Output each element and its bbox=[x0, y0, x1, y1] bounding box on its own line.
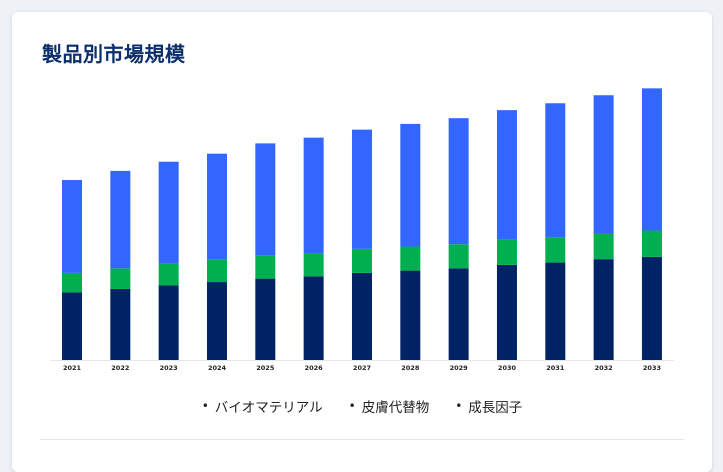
bar-segment-2025-2[interactable] bbox=[255, 143, 276, 256]
legend-item-growth-factor[interactable]: • 成長因子 bbox=[455, 396, 522, 416]
bar-segment-2029-0[interactable] bbox=[448, 268, 469, 360]
bar-segment-2024-0[interactable] bbox=[206, 282, 227, 360]
x-tick-label-2024: 2024 bbox=[208, 364, 227, 372]
bar-segment-2030-2[interactable] bbox=[496, 110, 517, 240]
bar-segment-2027-2[interactable] bbox=[351, 129, 372, 249]
bar-segment-2029-2[interactable] bbox=[448, 118, 469, 245]
bar-segment-2032-2[interactable] bbox=[593, 95, 614, 234]
x-tick-label-2026: 2026 bbox=[305, 364, 324, 372]
legend-item-skin-substitute[interactable]: • 皮膚代替物 bbox=[349, 396, 430, 416]
legend-label-biomaterial: バイオマテリアル bbox=[214, 400, 323, 416]
chart-title: 製品別市場規模 bbox=[42, 42, 186, 66]
bar-segment-2022-2[interactable] bbox=[110, 170, 131, 269]
x-tick-label-2033: 2033 bbox=[643, 364, 661, 372]
bar-segment-2023-2[interactable] bbox=[158, 161, 179, 264]
x-tick-label-2027: 2027 bbox=[353, 364, 371, 372]
bar-segment-2028-1[interactable] bbox=[400, 246, 421, 271]
bar-segment-2024-1[interactable] bbox=[206, 259, 227, 283]
bar-segment-2027-1[interactable] bbox=[351, 248, 372, 273]
bar-segment-2024-2[interactable] bbox=[206, 153, 227, 260]
x-tick-label-2025: 2025 bbox=[256, 364, 275, 372]
bar-segment-2023-0[interactable] bbox=[158, 285, 179, 361]
bar-segment-2031-0[interactable] bbox=[545, 262, 566, 360]
bar-segment-2026-2[interactable] bbox=[303, 137, 324, 254]
x-tick-label-2029: 2029 bbox=[450, 364, 469, 372]
x-tick-label-2031: 2031 bbox=[546, 364, 565, 372]
bar-segment-2028-2[interactable] bbox=[400, 123, 421, 247]
bar-segment-2030-0[interactable] bbox=[496, 264, 517, 360]
bar-segment-2031-1[interactable] bbox=[545, 237, 566, 263]
legend-bullet-icon: • bbox=[455, 399, 463, 413]
bar-segment-2032-1[interactable] bbox=[593, 233, 614, 260]
bar-segment-2022-0[interactable] bbox=[110, 288, 131, 360]
x-tick-label-2023: 2023 bbox=[160, 364, 178, 372]
x-tick-label-2022: 2022 bbox=[111, 364, 129, 372]
chart-card: 製品別市場規模 2021 2022 2023 2024 2025 2026 2027 2028… bbox=[12, 12, 712, 472]
bar-segment-2026-0[interactable] bbox=[303, 276, 324, 360]
bar-segment-2025-1[interactable] bbox=[255, 255, 276, 279]
bar-segment-2021-1[interactable] bbox=[62, 272, 82, 293]
legend-item-biomaterial[interactable]: • バイオマテリアル bbox=[202, 396, 323, 416]
bar-segment-2027-0[interactable] bbox=[351, 272, 372, 360]
bar-segment-2022-1[interactable] bbox=[110, 268, 131, 289]
market-size-chart: 2021 2022 2023 2024 2025 2026 2027 2028 2029 2030… bbox=[50, 88, 674, 372]
bar-segment-2033-1[interactable] bbox=[641, 230, 662, 257]
x-tick-label-2030: 2030 bbox=[498, 364, 517, 372]
legend-bullet-icon: • bbox=[348, 399, 356, 413]
legend-label-growth-factor: 成長因子 bbox=[468, 400, 523, 416]
x-tick-label-2028: 2028 bbox=[401, 364, 420, 372]
bar-segment-2021-2[interactable] bbox=[62, 180, 82, 273]
bar-segment-2033-0[interactable] bbox=[641, 256, 662, 360]
bar-segment-2025-0[interactable] bbox=[255, 278, 276, 360]
legend-bullet-icon: • bbox=[201, 399, 209, 413]
bar-segment-2033-2[interactable] bbox=[641, 88, 662, 231]
bar-segment-2029-1[interactable] bbox=[448, 244, 469, 269]
bottom-divider bbox=[40, 439, 684, 440]
x-tick-label-2032: 2032 bbox=[595, 364, 613, 372]
bar-segment-2032-0[interactable] bbox=[593, 259, 614, 360]
bar-segment-2030-1[interactable] bbox=[496, 239, 517, 265]
bar-segment-2028-0[interactable] bbox=[400, 270, 421, 360]
bar-segment-2023-1[interactable] bbox=[158, 263, 179, 286]
legend-label-skin-substitute: 皮膚代替物 bbox=[361, 400, 430, 416]
bar-segment-2031-2[interactable] bbox=[545, 103, 566, 238]
bar-segment-2021-0[interactable] bbox=[62, 292, 82, 360]
x-tick-label-2021: 2021 bbox=[63, 364, 82, 372]
chart-legend: • バイオマテリアル • 皮膚代替物 • 成長因子 bbox=[12, 396, 712, 416]
bar-segment-2026-1[interactable] bbox=[303, 253, 324, 277]
